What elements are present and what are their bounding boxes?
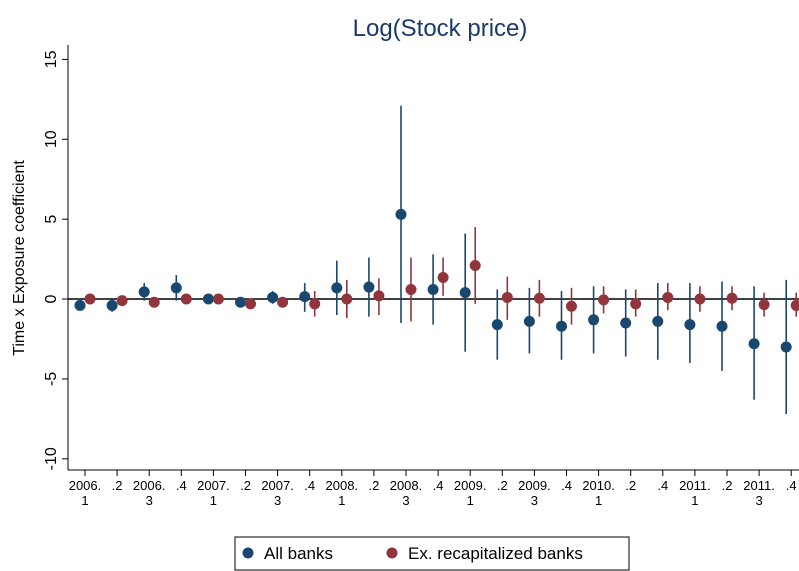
chart-title: Log(Stock price) [353, 15, 528, 42]
x-tick-label: .2 [240, 478, 251, 493]
x-tick-label: .4 [176, 478, 187, 493]
point [405, 283, 417, 295]
point [341, 293, 353, 305]
point [598, 294, 610, 306]
legend-label: All banks [264, 544, 333, 563]
point [395, 208, 407, 220]
point [267, 291, 279, 303]
point [277, 296, 289, 308]
point [437, 271, 449, 283]
point [309, 298, 321, 310]
point [556, 320, 567, 332]
point [469, 259, 481, 271]
point [588, 314, 600, 326]
x-tick-label: 2007. 3 [261, 478, 294, 508]
point [212, 293, 224, 305]
point [780, 341, 792, 353]
x-tick-label: .4 [561, 478, 572, 493]
x-tick-label: .4 [304, 478, 315, 493]
x-tick-label: 2008. 1 [326, 478, 359, 508]
point [106, 299, 118, 311]
y-tick-label: -10 [43, 447, 60, 470]
point [363, 281, 375, 293]
point [566, 300, 577, 312]
x-tick-label: 2009. 1 [454, 478, 487, 508]
legend [234, 536, 630, 571]
point [716, 320, 728, 332]
point [138, 286, 150, 298]
point [299, 291, 311, 303]
x-tick-label: .4 [786, 478, 797, 493]
y-tick-label: -5 [43, 372, 60, 386]
x-tick-label: 2006. 1 [69, 478, 102, 508]
point [652, 315, 664, 327]
point [74, 299, 86, 311]
point [748, 338, 760, 350]
point [684, 319, 696, 331]
point [694, 293, 706, 305]
point [245, 298, 256, 310]
point [726, 292, 738, 304]
x-tick-label: .2 [112, 478, 123, 493]
x-tick-label: 2011. 3 [743, 478, 775, 508]
point [758, 299, 770, 311]
x-tick-label: .2 [722, 478, 733, 493]
point [373, 290, 385, 302]
x-tick-label: 2011. 1 [679, 478, 711, 508]
y-tick-label: 5 [43, 215, 60, 224]
point [662, 291, 674, 303]
point [790, 299, 799, 311]
x-tick-label: .2 [497, 478, 508, 493]
x-tick-label: .4 [657, 478, 668, 493]
x-tick-label: .4 [433, 478, 444, 493]
point [427, 283, 439, 295]
legend-marker [242, 547, 254, 559]
point [331, 282, 343, 294]
x-tick-label: 2006. 3 [133, 478, 166, 508]
point [84, 293, 96, 305]
point [459, 287, 471, 299]
y-tick-label: 0 [43, 294, 60, 303]
point [202, 293, 214, 305]
legend-marker [386, 547, 398, 559]
point [148, 296, 160, 308]
point [170, 282, 182, 294]
point [523, 315, 535, 327]
x-tick-label: 2009. 3 [518, 478, 551, 508]
x-tick-label: 2008. 3 [390, 478, 423, 508]
x-tick-label: .2 [368, 478, 379, 493]
x-tick-label: 2010. 1 [582, 478, 615, 508]
point [533, 292, 545, 304]
legend-label: Ex. recapitalized banks [408, 544, 583, 563]
point [501, 291, 513, 303]
y-tick-label: 10 [43, 130, 60, 148]
x-tick-label: .2 [625, 478, 636, 493]
point [491, 319, 503, 331]
y-tick-label: 15 [43, 50, 60, 68]
point [116, 295, 128, 307]
point [630, 298, 642, 310]
point [620, 317, 632, 329]
y-axis-title: Time x Exposure coefficient [11, 160, 28, 356]
point [180, 293, 192, 305]
point [235, 296, 246, 308]
x-tick-label: 2007. 1 [197, 478, 230, 508]
